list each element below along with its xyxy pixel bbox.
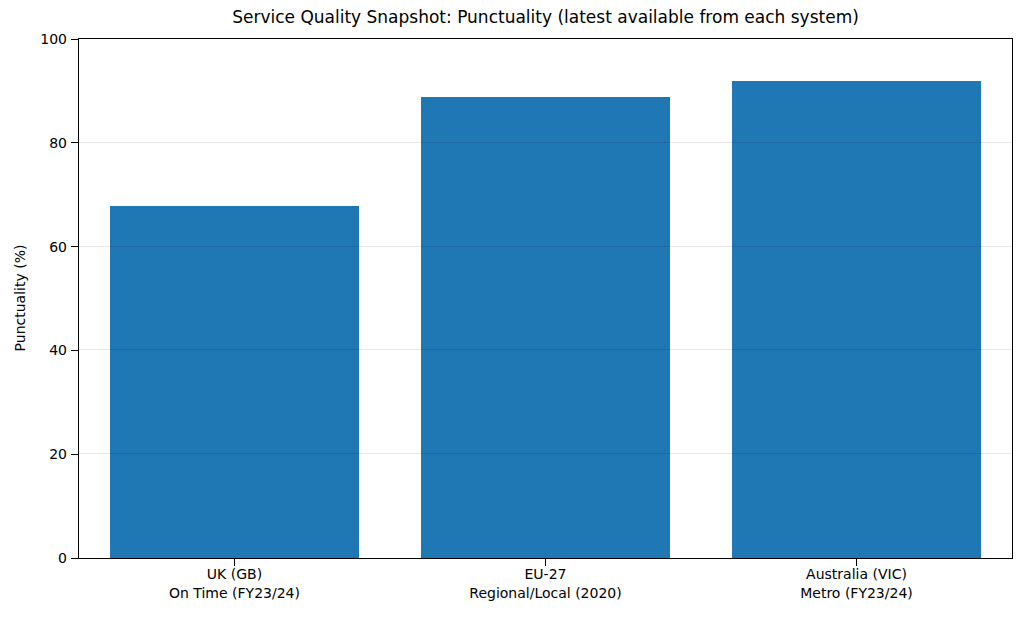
bar-1 <box>421 97 670 558</box>
y-tick-mark-80 <box>71 142 78 143</box>
x-tick-label-line: UK (GB) <box>169 565 300 584</box>
plot-area: 020406080100UK (GB)On Time (FY23/24)EU-2… <box>78 38 1013 559</box>
x-tick-label-line: Metro (FY23/24) <box>800 584 913 603</box>
x-tick-label-line: Regional/Local (2020) <box>469 584 621 603</box>
bar-2 <box>732 81 981 558</box>
y-tick-label-60: 60 <box>49 239 67 255</box>
gridline-y-20 <box>79 453 1012 454</box>
y-tick-mark-0 <box>71 558 78 559</box>
bar-0 <box>110 206 359 558</box>
x-tick-label-2: Australia (VIC)Metro (FY23/24) <box>800 565 913 604</box>
y-tick-label-40: 40 <box>49 342 67 358</box>
x-tick-label-0: UK (GB)On Time (FY23/24) <box>169 565 300 604</box>
x-tick-label-line: Australia (VIC) <box>800 565 913 584</box>
x-tick-label-1: EU-27Regional/Local (2020) <box>469 565 621 604</box>
y-tick-mark-100 <box>71 39 78 40</box>
gridline-y-80 <box>79 142 1012 143</box>
y-tick-label-0: 0 <box>58 550 67 566</box>
y-tick-label-20: 20 <box>49 446 67 462</box>
y-tick-label-100: 100 <box>40 31 67 47</box>
y-tick-mark-60 <box>71 246 78 247</box>
gridline-y-40 <box>79 349 1012 350</box>
y-tick-mark-20 <box>71 454 78 455</box>
y-tick-mark-40 <box>71 350 78 351</box>
figure: Service Quality Snapshot: Punctuality (l… <box>0 0 1024 619</box>
chart-title: Service Quality Snapshot: Punctuality (l… <box>78 7 1013 27</box>
x-tick-label-line: EU-27 <box>469 565 621 584</box>
y-axis-label: Punctuality (%) <box>12 245 28 352</box>
x-tick-label-line: On Time (FY23/24) <box>169 584 300 603</box>
gridline-y-60 <box>79 246 1012 247</box>
y-tick-label-80: 80 <box>49 135 67 151</box>
